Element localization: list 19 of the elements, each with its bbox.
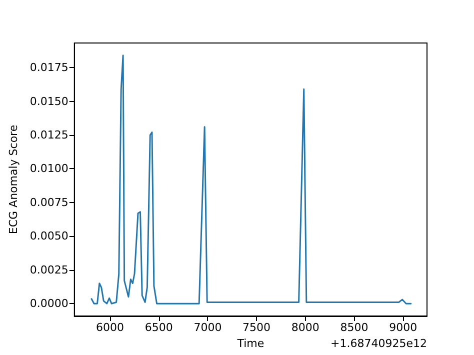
y-tick-label: 0.0000 [30, 297, 68, 310]
y-tick-label: 0.0075 [30, 196, 68, 209]
x-tick-label: 9000 [389, 321, 418, 334]
x-tick-label: 8000 [291, 321, 320, 334]
x-tick-label: 7000 [194, 321, 222, 334]
x-tick-label: 6500 [144, 321, 173, 334]
y-tick-label: 0.0150 [30, 94, 68, 108]
y-axis-title: ECG Anomaly Score [7, 124, 20, 234]
y-tick-label: 0.0175 [30, 61, 68, 74]
x-tick-label: 7500 [242, 321, 271, 334]
y-tick-label: 0.0100 [30, 162, 68, 176]
x-tick-label: 6000 [96, 321, 124, 334]
text: +1.68740925e12 [330, 337, 428, 350]
y-tick-label: 0.0050 [30, 230, 68, 243]
x-axis-title: Time [236, 336, 264, 350]
x-tick-label: 8500 [340, 321, 368, 334]
y-tick-label: 0.0125 [30, 128, 68, 142]
y-tick-label: 0.0025 [30, 263, 68, 276]
line-series [90, 54, 412, 304]
